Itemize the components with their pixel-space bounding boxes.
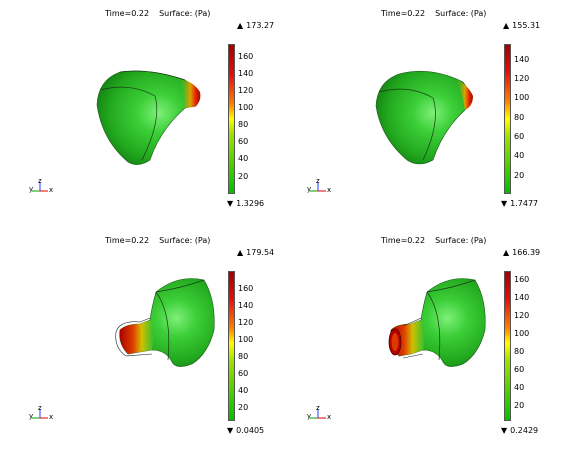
- colorbar-tick: 100: [238, 103, 254, 112]
- surface-shape: [388, 278, 486, 367]
- plot-title: Time=0.22 Surface: (Pa): [381, 9, 487, 18]
- colorbar-tick: 80: [238, 120, 249, 129]
- colorbar-tick: 20: [514, 171, 525, 180]
- triad-y-label: y: [29, 185, 33, 193]
- plot-panel-2: Time=0.22 Surface: (Pa) ▲ 155.31 140 120 1…: [293, 0, 586, 224]
- colorbar-tick: 120: [514, 74, 530, 83]
- colorbar-tick: 40: [514, 151, 525, 160]
- colorbar-tick: 40: [238, 154, 249, 163]
- surface-shape: [375, 71, 473, 165]
- surface-shape: [115, 278, 215, 367]
- axis-triad-icon: y z x: [307, 178, 331, 194]
- triad-x-label: x: [49, 186, 53, 194]
- max-value-label: ▲ 179.54: [237, 248, 275, 257]
- colorbar-tick: 60: [514, 132, 525, 141]
- colorbar: [504, 271, 511, 421]
- min-value-label: ▼ 1.3296: [227, 199, 265, 208]
- colorbar-tick: 140: [514, 293, 530, 302]
- triad-y-label: y: [29, 412, 33, 420]
- colorbar-tick: 60: [238, 369, 249, 378]
- colorbar-tick: 60: [238, 137, 249, 146]
- max-value-label: ▲ 173.27: [237, 21, 275, 30]
- axis-triad-icon: y z x: [29, 405, 53, 421]
- colorbar-tick: 40: [514, 383, 525, 392]
- triad-y-label: y: [307, 412, 311, 420]
- plot-title: Time=0.22 Surface: (Pa): [105, 236, 211, 245]
- triad-z-label: z: [38, 178, 42, 185]
- colorbar-tick: 80: [514, 347, 525, 356]
- colorbar-tick: 120: [514, 311, 530, 320]
- colorbar-tick: 60: [514, 365, 525, 374]
- colorbar: [228, 44, 235, 194]
- colorbar-tick: 120: [238, 318, 254, 327]
- colorbar-tick: 80: [514, 113, 525, 122]
- colorbar-tick: 20: [514, 401, 525, 410]
- plot-panel-4: Time=0.22 Surface: (Pa) ▲ 166.39 160 140 1…: [293, 225, 586, 449]
- colorbar-tick: 140: [238, 301, 254, 310]
- triad-z-label: z: [38, 405, 42, 412]
- colorbar-tick: 120: [238, 86, 254, 95]
- colorbar-tick: 20: [238, 403, 249, 412]
- min-value-label: ▼ 0.2429: [501, 426, 539, 435]
- surface-shape: [96, 70, 201, 165]
- max-value-label: ▲ 155.31: [503, 21, 541, 30]
- axis-triad-icon: y z x: [29, 178, 53, 194]
- plot-panel-1: Time=0.22 Surface: (Pa) ▲ 173.27 160 140 1…: [0, 0, 293, 224]
- colorbar-tick: 100: [238, 335, 254, 344]
- colorbar-tick: 20: [238, 172, 249, 181]
- triad-z-label: z: [316, 405, 320, 412]
- colorbar-tick: 140: [238, 69, 254, 78]
- triad-x-label: x: [327, 413, 331, 421]
- triad-x-label: x: [49, 413, 53, 421]
- plot-title: Time=0.22 Surface: (Pa): [381, 236, 487, 245]
- colorbar-tick: 140: [514, 55, 530, 64]
- colorbar: [228, 271, 235, 421]
- triad-y-label: y: [307, 185, 311, 193]
- plot-panel-3: Time=0.22 Surface: (Pa) ▲ 179.54 160 140 1…: [0, 225, 293, 449]
- plot-title: Time=0.22 Surface: (Pa): [105, 9, 211, 18]
- axis-triad-icon: y z x: [307, 405, 331, 421]
- colorbar: [504, 44, 511, 194]
- triad-x-label: x: [327, 186, 331, 194]
- colorbar-tick: 40: [238, 386, 249, 395]
- colorbar-tick: 160: [238, 284, 254, 293]
- colorbar-tick: 160: [514, 275, 530, 284]
- colorbar-tick: 80: [238, 352, 249, 361]
- triad-z-label: z: [316, 178, 320, 185]
- colorbar-tick: 160: [238, 52, 254, 61]
- min-value-label: ▼ 1.7477: [501, 199, 539, 208]
- max-value-label: ▲ 166.39: [503, 248, 541, 257]
- colorbar-tick: 100: [514, 329, 530, 338]
- colorbar-tick: 100: [514, 93, 530, 102]
- min-value-label: ▼ 0.0405: [227, 426, 265, 435]
